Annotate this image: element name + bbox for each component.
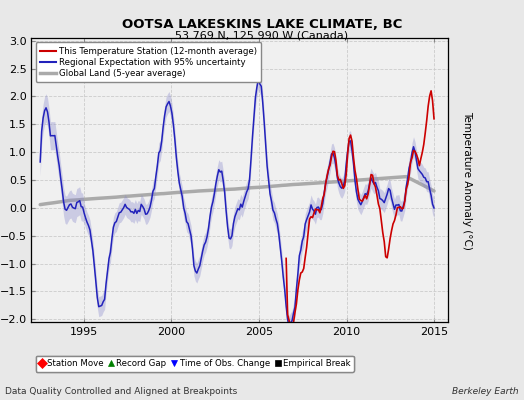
Text: 53.769 N, 125.990 W (Canada): 53.769 N, 125.990 W (Canada) [176,30,348,40]
Y-axis label: Temperature Anomaly (°C): Temperature Anomaly (°C) [462,110,472,250]
Text: OOTSA LAKESKINS LAKE CLIMATE, BC: OOTSA LAKESKINS LAKE CLIMATE, BC [122,18,402,31]
Text: Data Quality Controlled and Aligned at Breakpoints: Data Quality Controlled and Aligned at B… [5,387,237,396]
Text: Berkeley Earth: Berkeley Earth [452,387,519,396]
Legend: Station Move, Record Gap, Time of Obs. Change, Empirical Break: Station Move, Record Gap, Time of Obs. C… [36,356,354,372]
